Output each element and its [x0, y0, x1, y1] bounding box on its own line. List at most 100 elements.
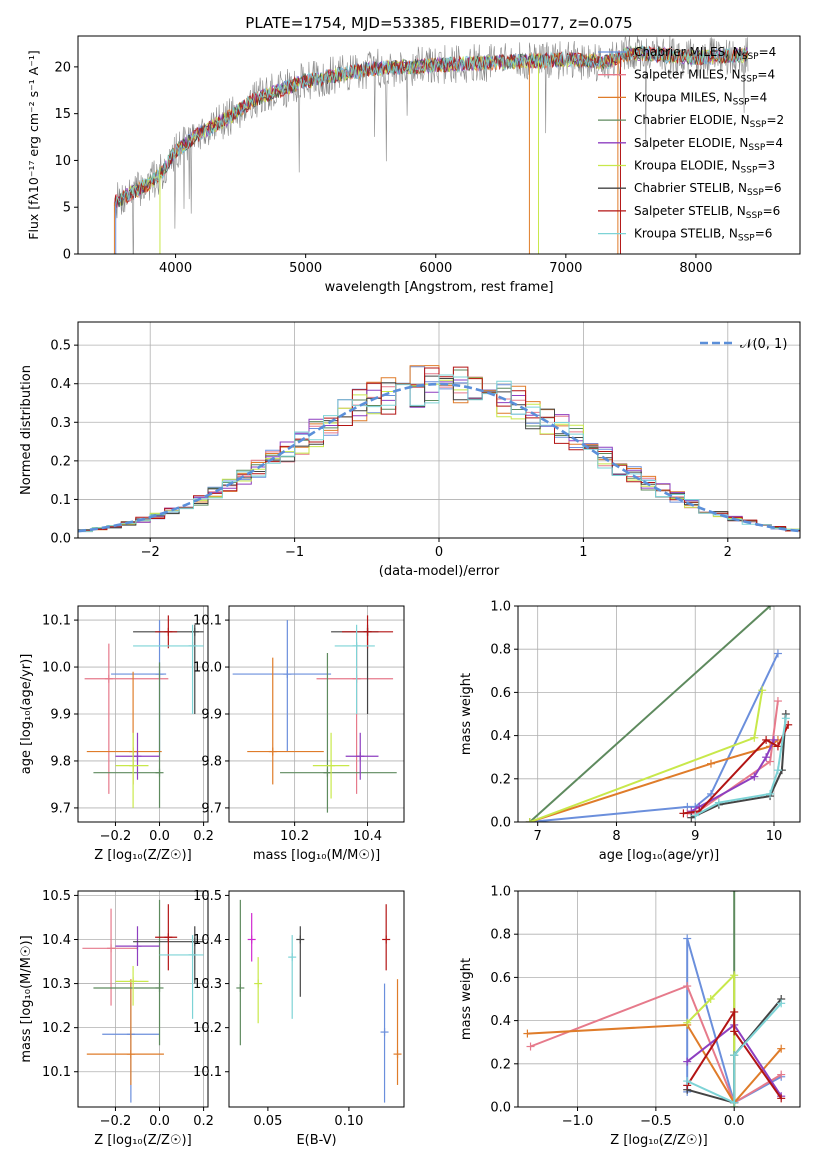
- axes-frame: [77, 35, 801, 255]
- x-tick-label: 4000: [159, 261, 192, 276]
- legend-subscript: SSP: [742, 52, 759, 62]
- legend-entry: Kroupa ELODIE, NSSP=3: [634, 159, 775, 176]
- axes-frame: [228, 890, 405, 1108]
- legend-value: =4: [750, 90, 768, 104]
- y-tick-label: 10.5: [42, 889, 71, 904]
- y-tick-label: 0.8: [490, 928, 511, 943]
- model-salpeter_elodie: [113, 45, 749, 209]
- plot-residuals: [78, 365, 800, 534]
- panel-residuals: −2 −1 0 1 2 0.0 0.1 0.2 0.3 0.4 0.5 (data-model)/er…: [19, 321, 801, 579]
- point-chabrier_miles: [380, 983, 389, 1103]
- x-tick-label: 10.4: [353, 829, 382, 844]
- legend-entry: Salpeter STELIB, NSSP=6: [634, 204, 780, 221]
- y-tick-label: 0: [63, 248, 71, 263]
- x-tick-label: −0.2: [100, 1114, 132, 1129]
- x-axis-label: age [log₁₀(age/yr)]: [599, 848, 720, 863]
- point-salpeter_miles: [82, 908, 138, 1006]
- panel-spectrum: 4000 5000 6000 7000 8000 0 5 10 15 20 wavelength […: [26, 14, 801, 295]
- series-kroupa_miles: [527, 1023, 782, 1105]
- y-tick-label: 1.0: [490, 600, 511, 615]
- point-chabrier_stelib: [296, 926, 305, 997]
- axes-age_vs_Z: −0.2 0.0 0.2 9.7 9.8 9.9 10.0 10.1 Z [log₁₀(Z/Z☉…: [19, 605, 214, 863]
- legend-value: =4: [765, 136, 783, 150]
- series-kroupa_stelib: [686, 1002, 782, 1105]
- axes-spectrum: 4000 5000 6000 7000 8000 0 5 10 15 20 wavelength […: [26, 14, 801, 295]
- y-tick-label: 10.0: [42, 661, 71, 676]
- legend-subscript: SSP: [747, 188, 764, 198]
- panel-age_vs_Z: −0.2 0.0 0.2 9.7 9.8 9.9 10.0 10.1 Z [log₁₀(Z/Z☉…: [19, 605, 214, 863]
- gaussian-curve: [78, 382, 800, 533]
- legend-value: =2: [766, 113, 784, 127]
- y-tick-label: 0.2: [490, 772, 511, 787]
- y-tick-label: 9.8: [201, 754, 222, 769]
- x-tick-label: 0.2: [193, 829, 214, 844]
- y-tick-label: 10.4: [193, 933, 222, 948]
- model-kroupa_stelib: [113, 44, 749, 210]
- point-kroupa_elodie: [312, 732, 350, 799]
- series-salpeter_stelib: [686, 1008, 783, 1099]
- point-kroupa_stelib: [288, 935, 297, 1019]
- y-tick-label: 10.2: [42, 1021, 71, 1036]
- point-chabrier_miles: [232, 620, 332, 752]
- point-kroupa_miles: [247, 657, 324, 785]
- y-tick-label: 10.1: [42, 1065, 71, 1080]
- x-tick-label: 0.0: [149, 829, 170, 844]
- legend-entry: Kroupa STELIB, NSSP=6: [634, 227, 772, 244]
- legend-subscript: SSP: [746, 211, 763, 221]
- legend-entry: Salpeter ELODIE, NSSP=4: [634, 136, 783, 153]
- plot-mass_vs_ebv: [236, 899, 402, 1103]
- plot-age_vs_mass: [232, 615, 397, 813]
- point-chabrier_elodie: [93, 899, 164, 1046]
- y-tick-label: 9.7: [50, 801, 71, 816]
- axes-weight_vs_Z: −1.0 −0.5 0.0 0.0 0.2 0.4 0.6 0.8 1.0 Z [log₁₀(Z/…: [459, 885, 801, 1148]
- y-axis-label: mass weight: [459, 673, 474, 755]
- x-tick-label: 8: [612, 829, 620, 844]
- legend-subscript: SSP: [733, 97, 750, 107]
- x-tick-label: 0.0: [724, 1114, 745, 1129]
- point-salpeter_elodie: [345, 732, 379, 780]
- point-kroupa_stelib: [133, 624, 204, 714]
- y-tick-label: 9.9: [201, 708, 222, 723]
- x-axis-label: E(B-V): [296, 1133, 336, 1148]
- plot-mass_vs_Z: [82, 899, 204, 1103]
- axes-residuals: −2 −1 0 1 2 0.0 0.1 0.2 0.3 0.4 0.5 (data-model)/er…: [19, 321, 801, 579]
- x-tick-label: 2: [724, 545, 732, 560]
- x-tick-label: 1: [579, 545, 587, 560]
- plot-weight_vs_Z: [523, 891, 786, 1107]
- point-salpeter_stelib: [342, 615, 394, 649]
- x-tick-label: 7: [534, 829, 542, 844]
- legend-value: =4: [759, 45, 777, 59]
- y-tick-label: 0.1: [50, 493, 71, 508]
- x-tick-label: 5000: [289, 261, 322, 276]
- chart-title: PLATE=1754, MJD=53385, FIBERID=0177, z=0…: [245, 14, 632, 32]
- plot-spectrum: [113, 36, 749, 254]
- x-tick-label: 0: [435, 545, 443, 560]
- legend-value: =6: [764, 181, 782, 195]
- x-tick-label: 9: [691, 829, 699, 844]
- point-kroupa_stelib: [159, 935, 204, 1019]
- point-chabrier_elodie: [236, 899, 245, 1046]
- point-chabrier_elodie: [280, 652, 397, 813]
- legend-entry: Chabrier MILES, NSSP=4: [634, 45, 776, 62]
- point-salpeter_elodie: [115, 732, 160, 780]
- legend-value: =6: [755, 227, 773, 241]
- legend-entry: 𝒩(0, 1): [740, 337, 787, 352]
- y-tick-label: 0.2: [50, 454, 71, 469]
- y-tick-label: 15: [54, 107, 71, 122]
- y-tick-label: 10.1: [42, 614, 71, 629]
- x-axis-label: (data-model)/error: [379, 564, 500, 579]
- axes-mass_vs_ebv: 0.05 0.10 10.1 10.2 10.3 10.4 10.5 E(B-V): [193, 889, 405, 1148]
- axes-mass_vs_Z: −0.2 0.0 0.2 10.1 10.2 10.3 10.4 10.5 Z [log₁₀(Z…: [19, 889, 214, 1148]
- plot-age_vs_Z: [84, 615, 204, 808]
- model-chabrier_stelib: [113, 46, 749, 208]
- x-tick-label: 6000: [419, 261, 452, 276]
- y-axis-label: Flux [fλ10⁻¹⁷ erg cm⁻² s⁻¹ A⁻¹]: [26, 50, 41, 239]
- plot-weight_vs_age: [525, 606, 793, 822]
- y-tick-label: 10.3: [193, 977, 222, 992]
- y-axis-label: mass [log₁₀(M/M☉)]: [19, 935, 34, 1062]
- grid-age_vs_Z: [78, 606, 208, 822]
- axes-frame: [77, 890, 209, 1108]
- x-tick-label: 8000: [679, 261, 712, 276]
- y-tick-label: 10.1: [193, 1065, 222, 1080]
